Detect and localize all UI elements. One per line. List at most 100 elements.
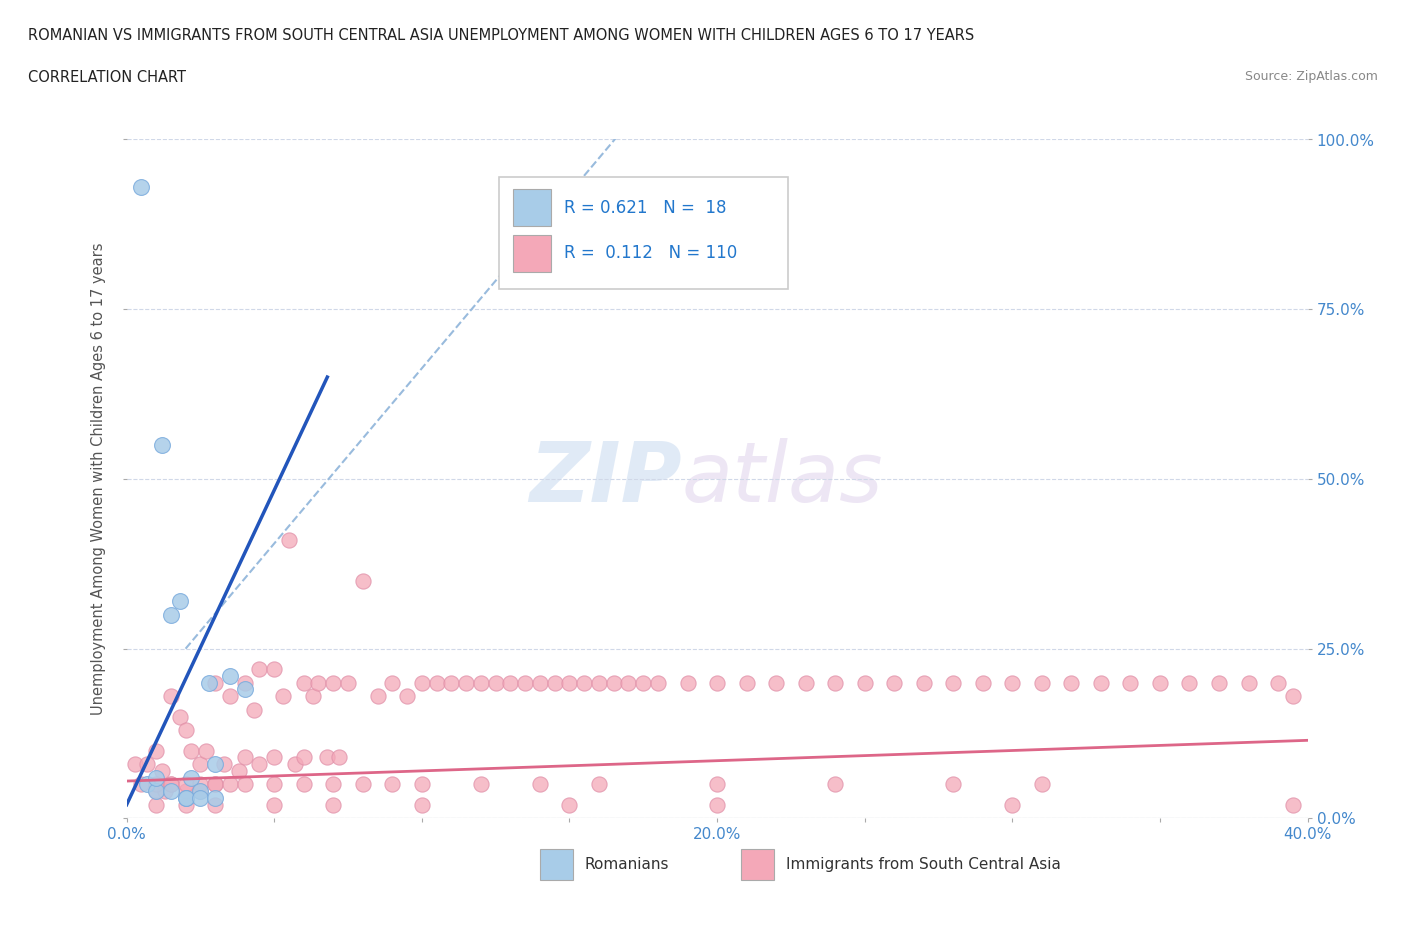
Point [249,757,271,772]
Point [529,777,551,792]
Point [706,777,728,792]
Point [352,573,374,589]
Point [337,675,360,690]
Point [411,797,433,812]
Bar [540,849,574,880]
Point [411,675,433,690]
Point [174,797,197,812]
Point [617,675,640,690]
Text: ROMANIAN VS IMMIGRANTS FROM SOUTH CENTRAL ASIA UNEMPLOYMENT AMONG WOMEN WITH CHI: ROMANIAN VS IMMIGRANTS FROM SOUTH CENTRA… [28,28,974,43]
Point [212,757,235,772]
Point [794,675,817,690]
Point [529,675,551,690]
Point [188,784,212,799]
Point [174,777,197,792]
Point [381,675,404,690]
Point [1282,689,1305,704]
Point [204,790,226,805]
Point [515,675,537,690]
Point [145,797,167,812]
Point [328,750,350,764]
Point [292,750,315,764]
Point [735,675,758,690]
Point [188,790,212,805]
Point [145,777,167,792]
Point [271,689,294,704]
Point [824,777,846,792]
Point [425,675,447,690]
Bar [513,234,551,272]
Point [188,784,212,799]
Point [499,675,522,690]
Point [124,757,146,772]
Point [381,777,404,792]
Point [396,689,419,704]
Point [543,675,565,690]
Point [150,437,173,452]
Point [188,757,212,772]
Point [278,533,301,548]
Point [942,675,965,690]
Y-axis label: Unemployment Among Women with Children Ages 6 to 17 years: Unemployment Among Women with Children A… [91,243,107,715]
Point [160,607,183,622]
Point [233,777,256,792]
Point [263,797,285,812]
Point [153,784,176,799]
Point [647,675,669,690]
Point [484,675,508,690]
Point [633,675,655,690]
Point [292,777,315,792]
Point [160,784,183,799]
Point [1060,675,1083,690]
Point [204,777,226,792]
Point [558,797,581,812]
Point [316,750,339,764]
Point [1208,675,1230,690]
Text: Immigrants from South Central Asia: Immigrants from South Central Asia [786,857,1060,871]
Point [824,675,846,690]
Point [322,777,344,792]
Point [129,179,153,194]
Point [912,675,935,690]
Point [263,661,285,676]
Point [174,784,197,799]
Text: R = 0.621   N =  18: R = 0.621 N = 18 [564,199,725,217]
Point [1119,675,1142,690]
Point [228,764,250,778]
Point [242,702,264,717]
Point [284,757,307,772]
Point [219,669,242,684]
Point [174,790,197,805]
Point [558,675,581,690]
Point [174,723,197,737]
Point [136,757,159,772]
Point [249,661,271,676]
Point [603,675,626,690]
Point [1031,675,1053,690]
FancyBboxPatch shape [499,177,787,289]
Point [942,777,965,792]
Point [204,777,226,792]
Point [676,675,699,690]
Point [145,770,167,785]
Point [1237,675,1260,690]
Point [470,675,492,690]
Point [456,675,478,690]
Point [204,675,226,690]
Point [174,790,197,805]
Point [160,689,183,704]
Point [145,784,167,799]
Point [219,689,242,704]
Point [233,682,256,697]
Point [301,689,323,704]
Point [1178,675,1201,690]
Point [145,784,167,799]
Point [588,675,610,690]
Bar [741,849,773,880]
Point [263,777,285,792]
Text: Source: ZipAtlas.com: Source: ZipAtlas.com [1244,70,1378,83]
Point [470,777,492,792]
Point [1149,675,1171,690]
Point [322,797,344,812]
Point [233,750,256,764]
